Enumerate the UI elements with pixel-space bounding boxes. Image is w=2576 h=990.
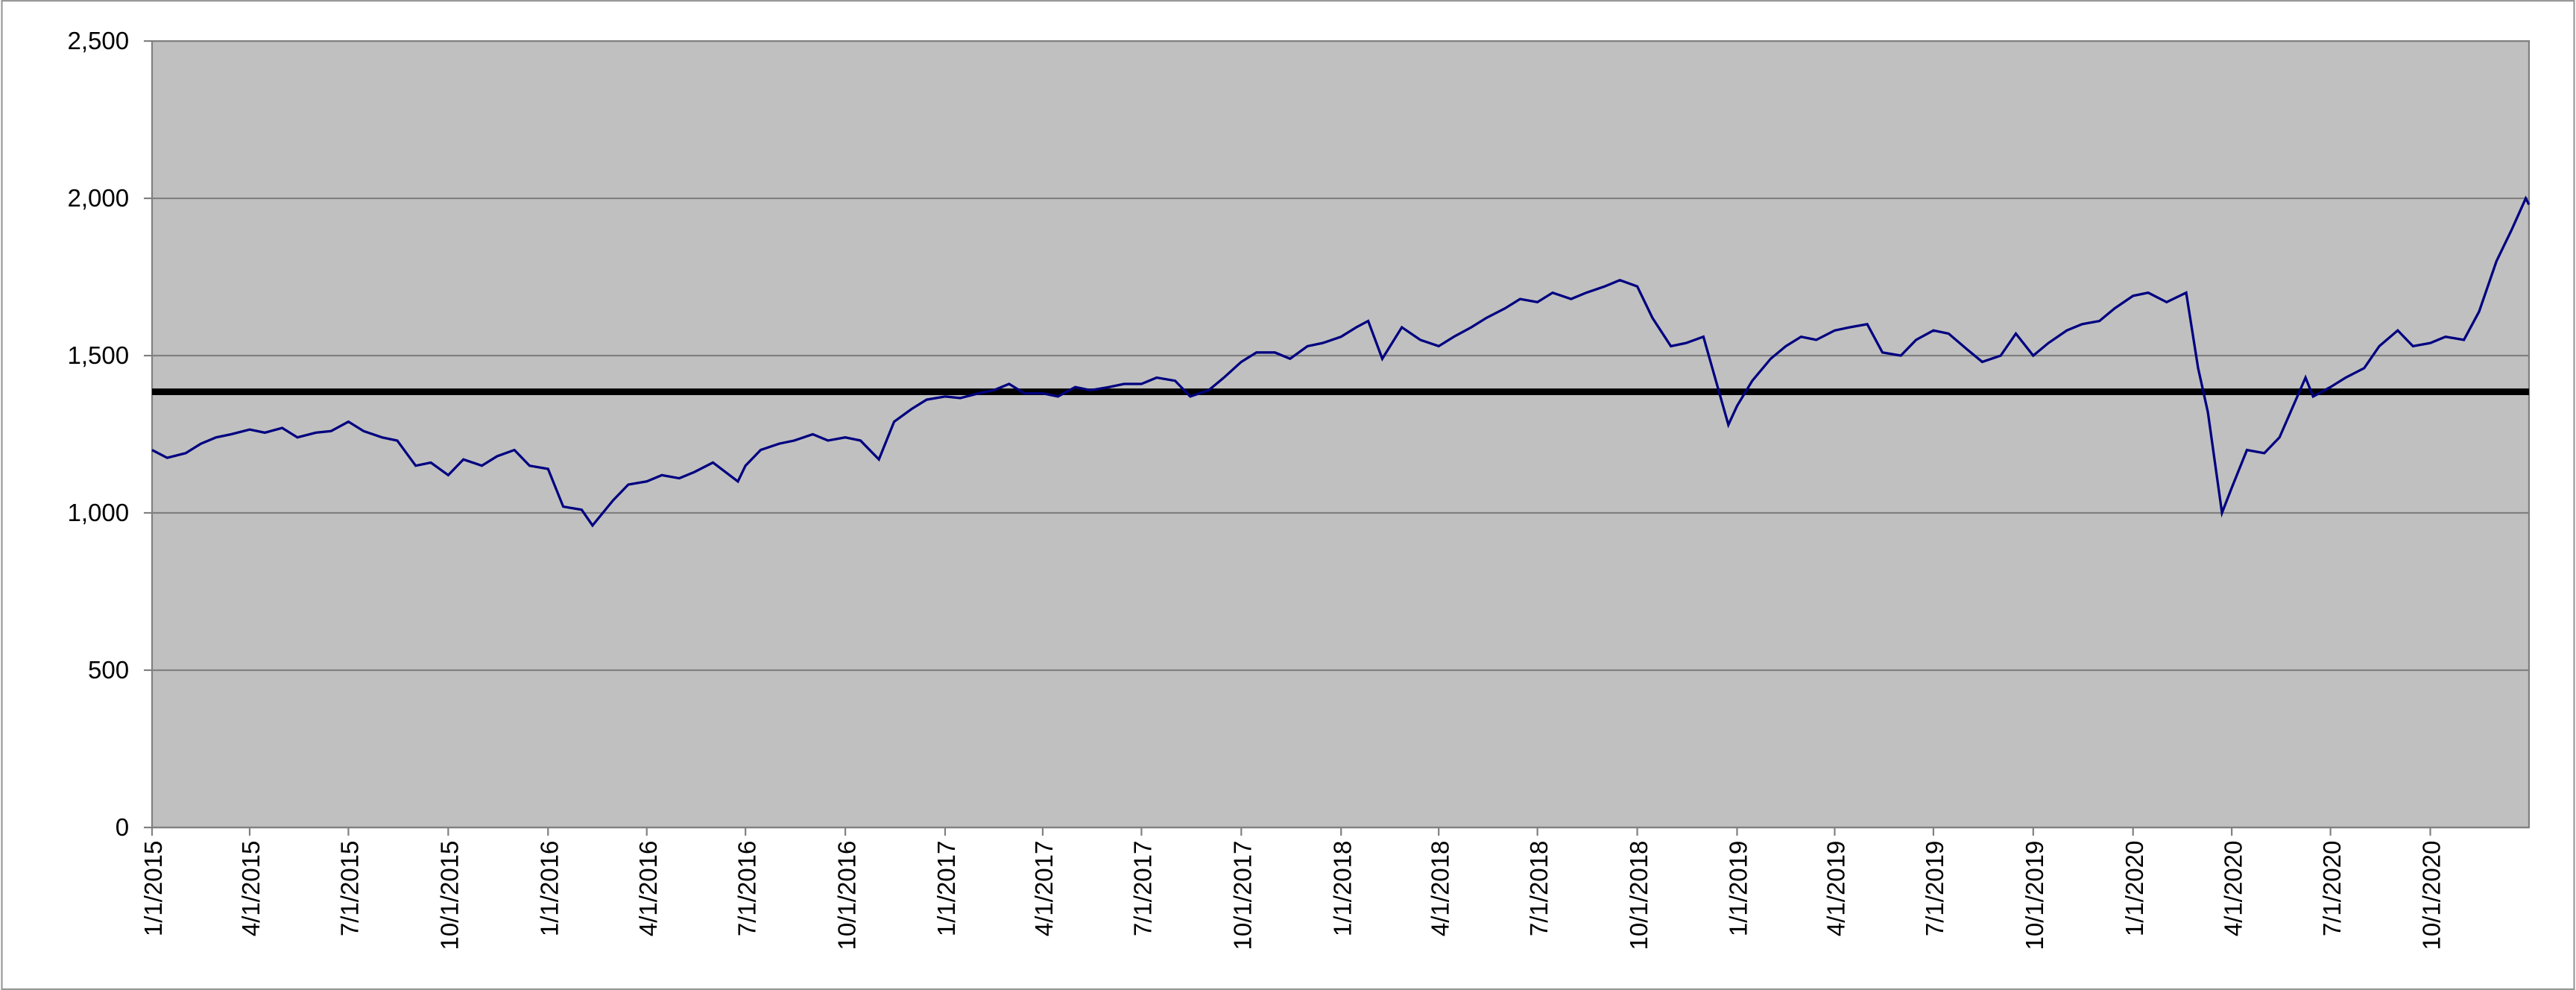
x-tick-label: 4/1/2016 <box>634 841 662 937</box>
x-tick-label: 1/1/2016 <box>535 841 563 937</box>
y-tick-label: 1,500 <box>68 341 130 369</box>
x-tick-label: 10/1/2016 <box>833 841 860 950</box>
x-tick-label: 10/1/2019 <box>2021 841 2048 950</box>
x-tick-label: 7/1/2017 <box>1129 841 1157 937</box>
x-tick-label: 4/1/2017 <box>1030 841 1058 937</box>
x-tick-label: 7/1/2020 <box>2318 841 2346 937</box>
y-tick-label: 1,000 <box>68 499 130 526</box>
x-tick-label: 7/1/2015 <box>336 841 364 937</box>
x-tick-label: 4/1/2018 <box>1426 841 1453 937</box>
data-line <box>151 195 2531 528</box>
x-tick-label: 1/1/2015 <box>139 841 167 937</box>
x-tick-label: 10/1/2015 <box>436 841 464 950</box>
x-tick-label: 10/1/2018 <box>1625 841 1652 950</box>
x-tick-label: 1/1/2018 <box>1328 841 1356 937</box>
y-tick-label: 2,000 <box>68 184 130 212</box>
x-tick-label: 10/1/2020 <box>2418 841 2446 950</box>
x-tick-label: 1/1/2017 <box>932 841 960 937</box>
x-tick-label: 1/1/2019 <box>1725 841 1752 937</box>
x-tick-label: 7/1/2018 <box>1525 841 1553 937</box>
plot-area <box>151 40 2531 829</box>
x-tick-label: 4/1/2019 <box>1822 841 1850 937</box>
x-tick-label: 1/1/2020 <box>2121 841 2148 937</box>
y-tick-label: 0 <box>116 813 129 841</box>
x-tick-label: 10/1/2017 <box>1229 841 1257 950</box>
x-tick-label: 7/1/2016 <box>733 841 760 937</box>
x-tick-label: 7/1/2019 <box>1921 841 1948 937</box>
y-tick-label: 500 <box>88 656 129 684</box>
y-tick-label: 2,500 <box>68 27 130 54</box>
x-tick-label: 4/1/2020 <box>2219 841 2247 937</box>
x-tick-label: 4/1/2015 <box>237 841 265 937</box>
